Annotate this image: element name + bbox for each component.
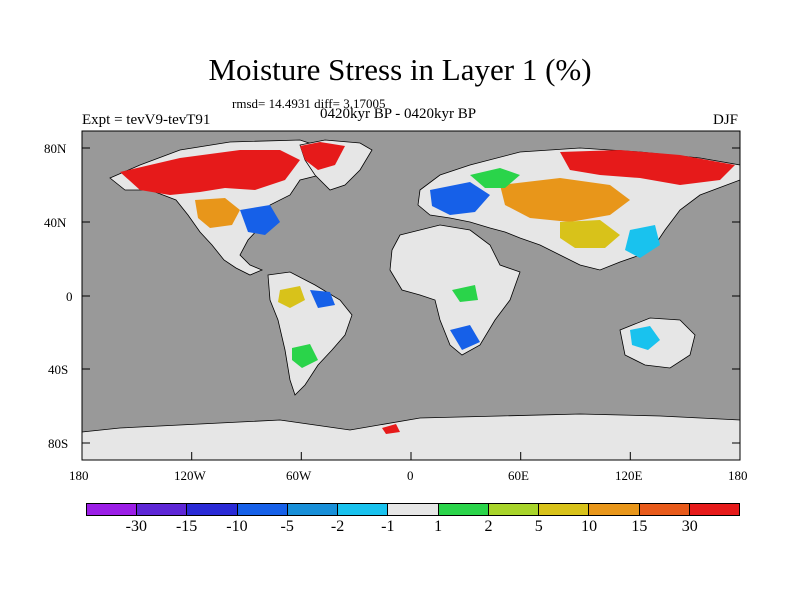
patch-amazon-yellow bbox=[278, 286, 305, 308]
experiment-label: Expt = tevV9-tevT91 bbox=[82, 112, 211, 128]
patch-canada-red bbox=[120, 150, 300, 195]
patch-brazil-blue bbox=[310, 290, 335, 308]
patch-greenland-red bbox=[300, 142, 345, 170]
period-label: 0420kyr BP - 0420kyr BP bbox=[320, 106, 477, 122]
colorbar-segment bbox=[338, 504, 389, 515]
colorbar-label: 30 bbox=[681, 518, 698, 535]
patch-europe-green bbox=[470, 168, 520, 188]
lon-label-180e: 180 bbox=[728, 468, 748, 483]
patch-australia-blue bbox=[630, 326, 660, 350]
colorbar-segment bbox=[438, 504, 489, 515]
colorbar-segment bbox=[187, 504, 238, 515]
patch-central-asia-orange bbox=[500, 178, 630, 222]
anomaly-patches bbox=[120, 142, 735, 434]
lat-ticks bbox=[82, 147, 740, 444]
patch-africa-green bbox=[452, 285, 478, 302]
colorbar-segment bbox=[87, 504, 138, 515]
page-title: Moisture Stress in Layer 1 (%) bbox=[208, 52, 592, 87]
lat-label-0: 0 bbox=[66, 289, 73, 304]
lat-label-40n: 40N bbox=[44, 215, 67, 230]
lon-label-0: 0 bbox=[407, 468, 414, 483]
colorbar bbox=[86, 503, 740, 516]
colorbar-label: -15 bbox=[175, 518, 198, 535]
patch-east-asia-blue bbox=[625, 225, 660, 258]
colorbar-label: -2 bbox=[330, 518, 345, 535]
colorbar-segment bbox=[388, 504, 439, 515]
patch-us-orange bbox=[195, 198, 240, 228]
patch-south-africa-blue bbox=[450, 325, 480, 350]
lon-label-60w: 60W bbox=[286, 468, 312, 483]
lon-label-120w: 120W bbox=[174, 468, 206, 483]
lat-label-80n: 80N bbox=[44, 141, 67, 156]
colorbar-segment bbox=[237, 504, 288, 515]
patch-argentina-green bbox=[292, 344, 318, 368]
colorbar-label: 15 bbox=[631, 518, 648, 535]
colorbar-segment bbox=[137, 504, 188, 515]
patch-us-blue bbox=[240, 205, 280, 235]
lat-label-40s: 40S bbox=[48, 362, 69, 377]
lon-label-120e: 120E bbox=[615, 468, 643, 483]
colorbar-label: 10 bbox=[581, 518, 598, 535]
patch-europe-blue bbox=[430, 182, 490, 215]
colorbar-label: -5 bbox=[280, 518, 294, 535]
patch-siberia-red bbox=[560, 150, 735, 185]
lon-ticks bbox=[81, 452, 741, 460]
colorbar-segment bbox=[589, 504, 640, 515]
colorbar-label: 2 bbox=[484, 518, 493, 535]
season-label: DJF bbox=[713, 112, 739, 128]
lon-label-180w: 180 bbox=[69, 468, 89, 483]
patch-antarctica-red bbox=[382, 424, 400, 434]
colorbar-segment bbox=[287, 504, 339, 515]
colorbar-label: -1 bbox=[381, 518, 395, 535]
colorbar-label: 5 bbox=[534, 518, 543, 535]
colorbar-segment bbox=[488, 504, 540, 515]
stats-line: rmsd= 14.4931 diff= 3.17005 bbox=[232, 96, 386, 111]
colorbar-segment bbox=[539, 504, 590, 515]
lat-label-80s: 80S bbox=[48, 436, 69, 451]
colorbar-label: -30 bbox=[125, 518, 147, 535]
colorbar-label: 1 bbox=[434, 518, 443, 535]
colorbar-segment bbox=[689, 504, 740, 515]
patch-asia-yellow bbox=[560, 220, 620, 248]
colorbar-segment bbox=[639, 504, 690, 515]
lon-label-60e: 60E bbox=[508, 468, 529, 483]
colorbar-label: -10 bbox=[226, 518, 248, 535]
